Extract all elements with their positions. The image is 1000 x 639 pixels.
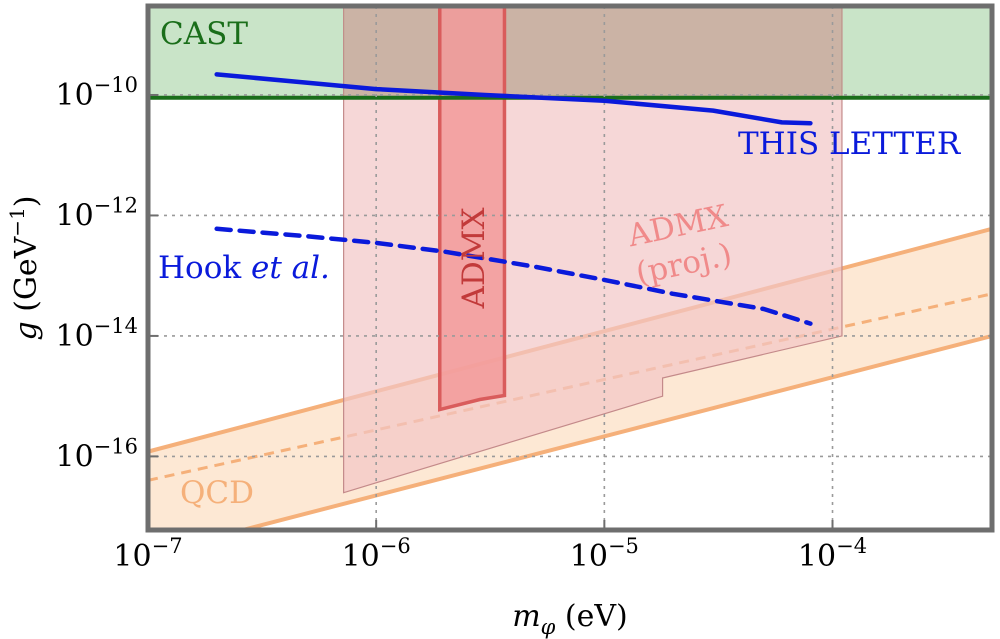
this-letter-line (214, 72, 813, 126)
y-tick-exp: −14 (94, 314, 138, 338)
x-tick-base: 10 (113, 539, 151, 574)
x-tick-exp: −4 (836, 534, 867, 558)
x-tick-label: 10−5 (570, 534, 639, 574)
y-tick-label: 10−10 (55, 73, 138, 113)
qcd-label: QCD (180, 475, 254, 511)
y-tick-exp: −16 (94, 434, 138, 458)
plot-frame (145, 3, 995, 533)
x-tick-label: 10−6 (342, 534, 411, 574)
y-axis-symbol: g (9, 321, 44, 340)
x-tick-label: 10−7 (113, 534, 182, 574)
x-tick-exp: −6 (380, 534, 411, 558)
y-tick-base: 10 (55, 439, 93, 474)
x-tick-base: 10 (342, 539, 380, 574)
y-tick-base: 10 (55, 319, 93, 354)
y-tick-label: 10−14 (55, 314, 138, 354)
this-letter-label: THIS LETTER (738, 126, 962, 162)
x-axis-subscript: φ (541, 615, 556, 639)
hook-label-etal: et al. (251, 250, 330, 286)
admx-label: ADMX (456, 207, 492, 309)
x-tick-base: 10 (798, 539, 836, 574)
y-axis-unit-close: ) (9, 195, 44, 207)
x-tick-exp: −5 (608, 534, 639, 558)
y-tick-label: 10−16 (55, 434, 138, 474)
series-layer (214, 72, 813, 326)
y-axis-unit-exp: −1 (5, 207, 29, 236)
y-axis-title: g (GeV−1) (5, 195, 44, 340)
x-tick-base: 10 (570, 539, 608, 574)
y-tick-base: 10 (55, 198, 93, 233)
hook-line (214, 226, 813, 326)
x-axis-symbol: m (512, 599, 540, 634)
admx-region (438, 6, 507, 412)
cast-label: CAST (160, 16, 248, 52)
y-tick-label: 10−12 (55, 193, 138, 233)
y-tick-exp: −12 (94, 193, 138, 217)
y-tick-exp: −10 (94, 73, 138, 97)
y-axis-unit: (GeV (9, 235, 44, 321)
x-ticks: 10−7 10−6 10−5 10−4 (113, 520, 867, 574)
hook-label: Hook et al. (158, 250, 330, 286)
x-axis-title: mφ (eV) (512, 599, 628, 639)
cast-admx-overlap (343, 6, 842, 98)
x-tick-label: 10−4 (798, 534, 867, 574)
y-tick-base: 10 (55, 78, 93, 113)
x-tick-exp: −7 (152, 534, 183, 558)
qcd-lower-edge (242, 333, 992, 530)
regions-layer (148, 6, 992, 530)
hook-label-name: Hook (158, 250, 251, 286)
x-axis-unit: (eV) (555, 599, 627, 634)
